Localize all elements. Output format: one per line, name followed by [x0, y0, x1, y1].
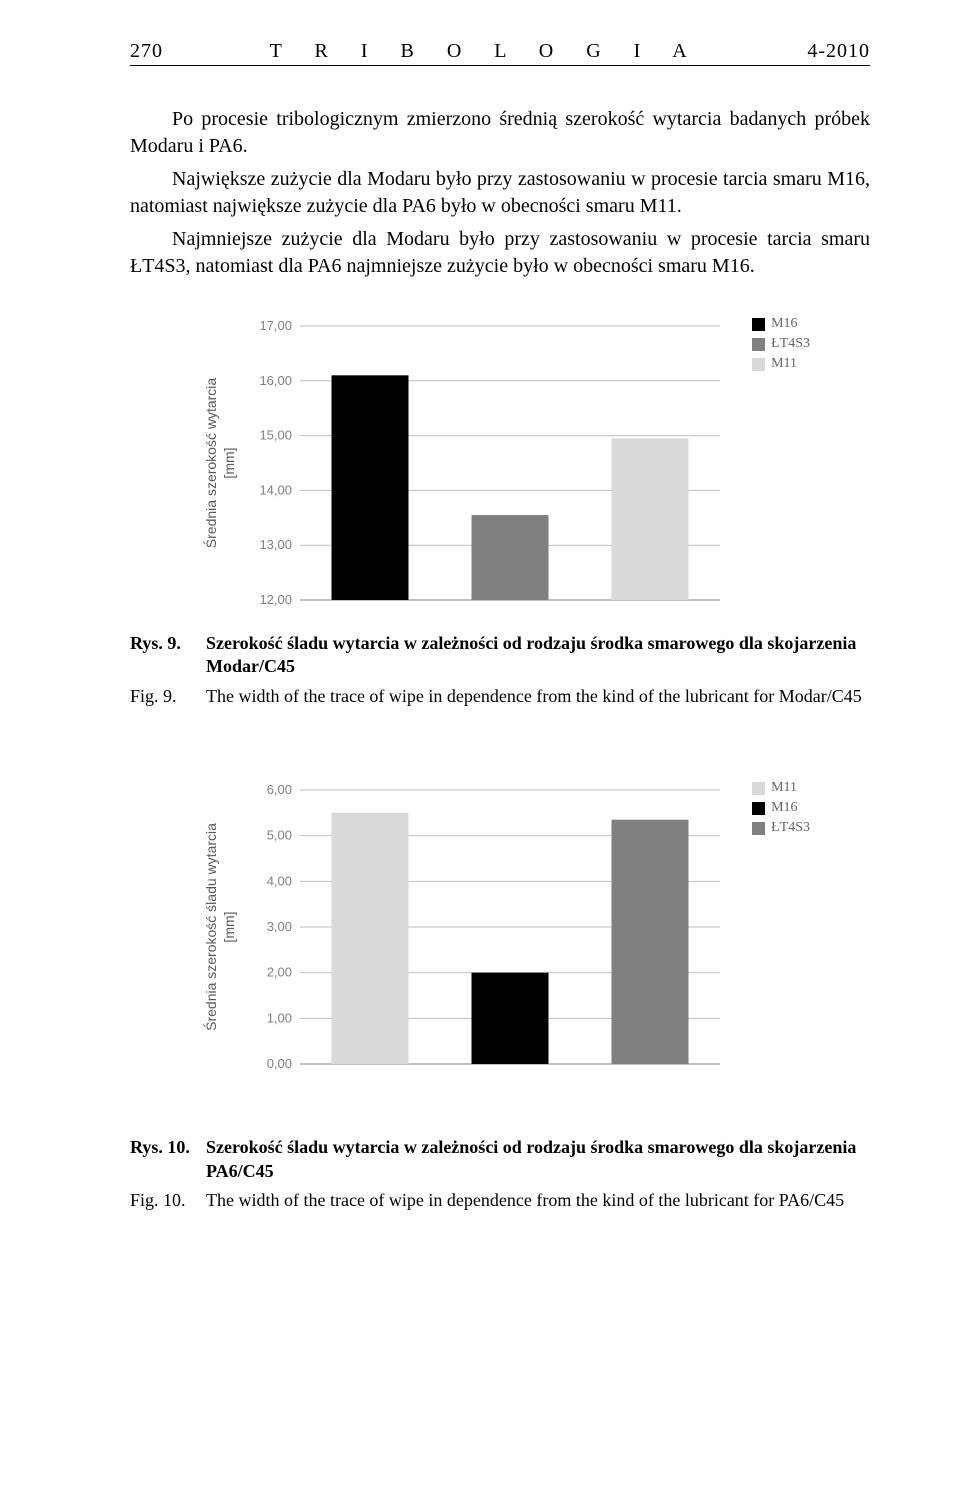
svg-text:15,00: 15,00: [259, 428, 292, 443]
svg-text:12,00: 12,00: [259, 592, 292, 607]
paragraph-2: Największe zużycie dla Modaru było przy …: [130, 166, 870, 220]
chart-9-svg: 12,00 13,00 14,00 15,00 16,00 17,00 Średnia sz…: [190, 308, 810, 618]
legend-swatch: [752, 318, 765, 331]
legend-item: M11: [752, 356, 810, 372]
page-number-left: 270: [130, 40, 163, 63]
svg-text:2,00: 2,00: [267, 965, 292, 980]
chart-9: 12,00 13,00 14,00 15,00 16,00 17,00 Średnia sz…: [190, 308, 810, 618]
caption-fig9: Fig. 9. The width of the trace of wipe i…: [130, 685, 870, 708]
svg-text:Średnia szerokość wytarcia: Średnia szerokość wytarcia: [202, 378, 219, 549]
svg-text:3,00: 3,00: [267, 919, 292, 934]
svg-text:5,00: 5,00: [267, 828, 292, 843]
legend-item: ŁT4S3: [752, 820, 810, 836]
legend-label: M16: [771, 800, 797, 816]
legend-swatch: [752, 822, 765, 835]
caption-fig10: Fig. 10. The width of the trace of wipe …: [130, 1189, 870, 1212]
caption-rys9-tag: Rys. 9.: [130, 632, 206, 679]
svg-text:6,00: 6,00: [267, 782, 292, 797]
legend-swatch: [752, 338, 765, 351]
svg-text:0,00: 0,00: [267, 1056, 292, 1071]
paragraph-1: Po procesie tribologicznym zmierzono śre…: [130, 106, 870, 160]
legend-item: M16: [752, 800, 810, 816]
svg-text:4,00: 4,00: [267, 874, 292, 889]
caption-fig9-tag: Fig. 9.: [130, 685, 206, 708]
legend-swatch: [752, 358, 765, 371]
svg-text:17,00: 17,00: [259, 318, 292, 333]
caption-rys10: Rys. 10. Szerokość śladu wytarcia w zale…: [130, 1136, 870, 1183]
svg-text:13,00: 13,00: [259, 537, 292, 552]
caption-rys10-text: Szerokość śladu wytarcia w zależności od…: [206, 1136, 870, 1183]
chart-10-legend: M11 M16 ŁT4S3: [752, 780, 810, 840]
caption-fig9-text: The width of the trace of wipe in depend…: [206, 685, 870, 708]
legend-label: ŁT4S3: [771, 336, 810, 352]
legend-label: ŁT4S3: [771, 820, 810, 836]
legend-swatch: [752, 802, 765, 815]
svg-text:1,00: 1,00: [267, 1011, 292, 1026]
caption-fig10-tag: Fig. 10.: [130, 1189, 206, 1212]
svg-text:14,00: 14,00: [259, 482, 292, 497]
chart-10-svg: 0,00 1,00 2,00 3,00 4,00 5,00 6,00 Średnia szer…: [190, 772, 810, 1082]
caption-rys9: Rys. 9. Szerokość śladu wytarcia w zależ…: [130, 632, 870, 679]
legend-item: M11: [752, 780, 810, 796]
legend-item: ŁT4S3: [752, 336, 810, 352]
legend-swatch: [752, 782, 765, 795]
caption-fig10-text: The width of the trace of wipe in depend…: [206, 1189, 870, 1212]
caption-rys10-tag: Rys. 10.: [130, 1136, 206, 1183]
chart-10: 0,00 1,00 2,00 3,00 4,00 5,00 6,00 Średnia szer…: [190, 772, 810, 1082]
chart-9-legend: M16 ŁT4S3 M11: [752, 316, 810, 376]
legend-label: M11: [771, 356, 797, 372]
caption-rys9-text: Szerokość śladu wytarcia w zależności od…: [206, 632, 870, 679]
svg-text:16,00: 16,00: [259, 373, 292, 388]
page-header: 270 T R I B O L O G I A 4-2010: [130, 40, 870, 66]
svg-text:[mm]: [mm]: [221, 912, 237, 943]
legend-label: M16: [771, 316, 797, 332]
legend-label: M11: [771, 780, 797, 796]
issue-number-right: 4-2010: [807, 40, 870, 63]
svg-text:[mm]: [mm]: [221, 447, 237, 478]
journal-title: T R I B O L O G I A: [270, 40, 701, 63]
svg-text:Średnia szerokość śladu wytarc: Średnia szerokość śladu wytarcia: [202, 823, 219, 1031]
legend-item: M16: [752, 316, 810, 332]
paragraph-3: Najmniejsze zużycie dla Modaru było przy…: [130, 226, 870, 280]
